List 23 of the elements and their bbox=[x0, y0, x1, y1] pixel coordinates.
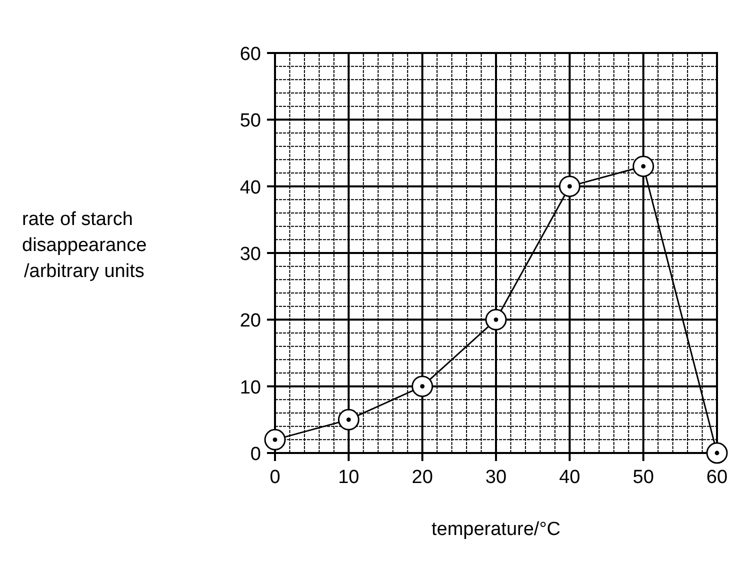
y-tick-label: 10 bbox=[240, 377, 261, 398]
x-tick-label: 0 bbox=[270, 467, 280, 488]
y-tick-label: 20 bbox=[240, 310, 261, 332]
x-tick-label: 30 bbox=[485, 467, 507, 488]
x-axis-title: temperature/°C bbox=[431, 519, 561, 540]
point bbox=[264, 428, 286, 450]
y-tick-label: 60 bbox=[240, 44, 261, 65]
point bbox=[558, 176, 580, 198]
point bbox=[706, 442, 728, 464]
x-tick-label: 10 bbox=[338, 467, 360, 488]
x-tick-label: 50 bbox=[632, 467, 654, 488]
x-tick-label: 20 bbox=[412, 467, 433, 488]
point bbox=[338, 408, 360, 430]
x-tick-label: 40 bbox=[559, 467, 580, 488]
x-tick-label: 60 bbox=[706, 467, 728, 488]
y-tick-label: 0 bbox=[250, 444, 261, 465]
point bbox=[485, 308, 507, 330]
y-tick-label: 30 bbox=[240, 244, 261, 265]
point bbox=[412, 376, 434, 398]
y-tick-label: 50 bbox=[240, 110, 261, 132]
y-tick-label: 40 bbox=[240, 177, 261, 198]
y-axis-title: rate of starch disappearance /arbitrary units bbox=[22, 209, 147, 282]
point bbox=[632, 156, 654, 178]
